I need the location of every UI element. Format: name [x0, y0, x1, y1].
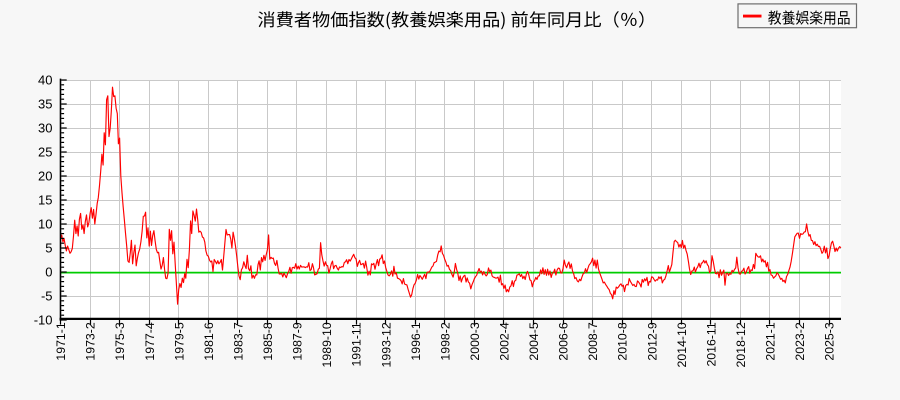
svg-text:2000-3: 2000-3 [468, 322, 482, 360]
svg-text:2014-10: 2014-10 [675, 322, 689, 367]
svg-text:2023-2: 2023-2 [793, 322, 807, 360]
svg-text:-5: -5 [41, 289, 53, 304]
svg-text:30: 30 [38, 121, 52, 136]
svg-text:2010-8: 2010-8 [616, 322, 630, 360]
svg-text:1998-2: 1998-2 [438, 322, 452, 360]
svg-text:15: 15 [38, 193, 52, 208]
svg-text:1981-6: 1981-6 [202, 322, 216, 360]
svg-text:2016-11: 2016-11 [704, 322, 718, 366]
svg-text:2021-1: 2021-1 [764, 322, 778, 360]
svg-text:1983-7: 1983-7 [232, 322, 246, 360]
svg-text:2002-4: 2002-4 [498, 322, 512, 360]
svg-text:10: 10 [38, 217, 52, 232]
svg-text:5: 5 [45, 241, 52, 256]
svg-text:2025-3: 2025-3 [823, 322, 837, 360]
svg-text:1996-1: 1996-1 [409, 322, 423, 360]
svg-text:20: 20 [38, 169, 52, 184]
svg-text:0: 0 [45, 265, 52, 280]
svg-text:1989-10: 1989-10 [320, 322, 334, 367]
svg-text:2006-6: 2006-6 [557, 322, 571, 360]
svg-text:1985-8: 1985-8 [261, 322, 275, 360]
svg-text:1977-4: 1977-4 [143, 322, 157, 360]
svg-text:35: 35 [38, 97, 52, 112]
svg-text:1993-12: 1993-12 [379, 322, 393, 367]
svg-text:1987-9: 1987-9 [291, 322, 305, 360]
svg-text:40: 40 [38, 73, 52, 88]
svg-text:2018-12: 2018-12 [734, 322, 748, 367]
svg-text:2004-5: 2004-5 [527, 322, 541, 360]
svg-text:2012-9: 2012-9 [645, 322, 659, 360]
svg-text:1973-2: 1973-2 [84, 322, 98, 360]
svg-text:25: 25 [38, 145, 52, 160]
svg-text:-10: -10 [34, 313, 53, 328]
svg-text:2008-7: 2008-7 [586, 322, 600, 360]
svg-text:1979-5: 1979-5 [172, 322, 186, 360]
svg-text:1991-11: 1991-11 [350, 322, 364, 366]
svg-text:1971-1: 1971-1 [54, 322, 68, 360]
svg-text:1975-3: 1975-3 [113, 322, 127, 360]
